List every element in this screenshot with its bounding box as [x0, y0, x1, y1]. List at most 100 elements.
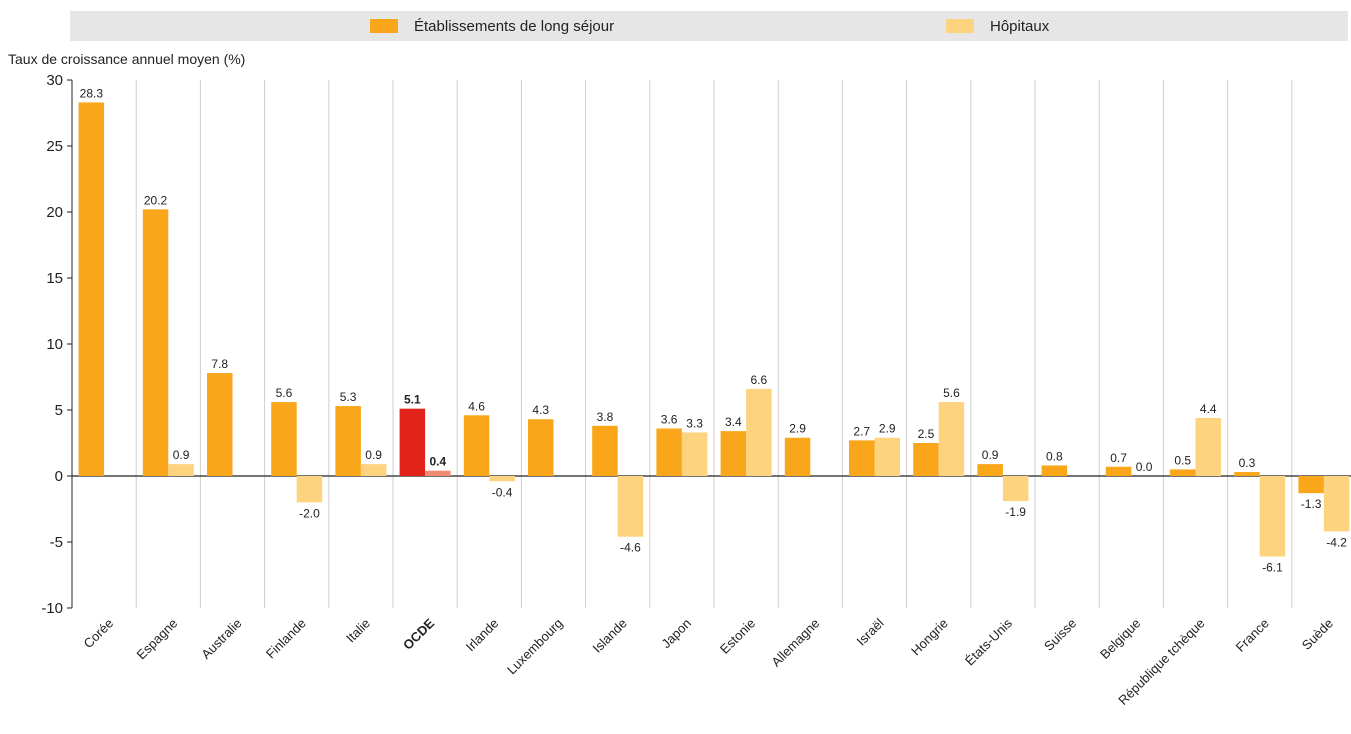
data-label-long-stay-7: 4.6 — [468, 399, 485, 413]
category-label-15: États-Unis — [962, 615, 1015, 668]
data-label-long-stay-2: 20.2 — [144, 193, 168, 207]
data-label-hospitals-19: -6.1 — [1262, 561, 1283, 575]
data-label-hospitals-18: 4.4 — [1200, 402, 1217, 416]
bar-long-stay-12 — [784, 437, 811, 476]
data-label-long-stay-12: 2.9 — [789, 422, 806, 436]
bar-long-stay-15 — [977, 464, 1003, 476]
data-label-hospitals-17: 0.0 — [1136, 460, 1153, 474]
legend-label-hospitals: Hôpitaux — [990, 17, 1050, 35]
bar-hospitals-4 — [296, 476, 323, 503]
y-tick-label: -10 — [41, 600, 63, 617]
category-label-8: Luxembourg — [504, 616, 566, 678]
bar-hospitals-6 — [425, 470, 451, 476]
bar-hospitals-14 — [938, 402, 965, 476]
category-label-3: Australie — [198, 616, 244, 662]
data-labels: 28.3 20.2 0.9 7.8 5.6 -2.0 5.3 0.9 5.1 0.4 4.6 -0.4… — [80, 86, 1348, 574]
data-label-long-stay-10: 3.6 — [661, 412, 678, 426]
data-label-long-stay-9: 3.8 — [597, 410, 614, 424]
bar-long-stay-11 — [720, 431, 747, 476]
bar-long-stay-1 — [78, 102, 105, 476]
y-tick-label: 10 — [46, 336, 63, 353]
category-label-19: France — [1233, 616, 1272, 655]
bar-long-stay-20 — [1298, 476, 1324, 494]
category-label-2: Espagne — [134, 616, 181, 663]
legend-swatch-hospitals — [946, 19, 974, 33]
bar-hospitals-20 — [1323, 476, 1350, 532]
bar-hospitals-15 — [1002, 476, 1029, 502]
data-label-hospitals-5: 0.9 — [365, 448, 382, 462]
axes: -10 -5 0 5 10 15 20 25 30 — [41, 72, 1351, 617]
category-label-4: Finlande — [263, 616, 309, 662]
data-label-long-stay-16: 0.8 — [1046, 449, 1063, 463]
data-label-hospitals-2: 0.9 — [173, 448, 190, 462]
category-label-6: OCDE — [400, 615, 437, 652]
data-label-hospitals-4: -2.0 — [299, 506, 320, 520]
category-label-5: Italie — [343, 616, 373, 646]
bar-hospitals-19 — [1259, 476, 1286, 557]
category-label-17: Belgique — [1097, 616, 1143, 662]
y-tick-label: 20 — [46, 204, 63, 221]
category-label-14: Hongrie — [908, 616, 951, 659]
category-label-12: Allemagne — [768, 616, 822, 670]
data-label-long-stay-5: 5.3 — [340, 390, 357, 404]
data-label-long-stay-18: 0.5 — [1174, 453, 1191, 467]
legend-label-long-stay: Établissements de long séjour — [414, 17, 615, 35]
category-label-10: Japon — [658, 616, 694, 652]
bar-long-stay-6 — [399, 408, 426, 476]
bar-hospitals-11 — [746, 388, 772, 476]
bar-long-stay-7 — [463, 415, 490, 476]
data-label-hospitals-11: 6.6 — [751, 373, 768, 387]
y-tick-label: 15 — [46, 270, 63, 287]
data-label-hospitals-20: -4.2 — [1326, 535, 1347, 549]
bar-long-stay-3 — [207, 373, 233, 476]
data-label-hospitals-7: -0.4 — [492, 485, 513, 499]
bar-long-stay-19 — [1234, 472, 1260, 476]
data-label-long-stay-13: 2.7 — [853, 424, 870, 438]
bar-long-stay-13 — [849, 440, 875, 476]
legend-item-hospitals: Hôpitaux — [946, 11, 1049, 41]
data-label-long-stay-15: 0.9 — [982, 448, 999, 462]
y-tick-label: 0 — [55, 468, 63, 485]
data-label-long-stay-14: 2.5 — [918, 427, 935, 441]
y-tick-label: 30 — [46, 72, 63, 89]
bar-long-stay-17 — [1105, 466, 1132, 476]
legend: Établissements de long séjour Hôpitaux — [70, 11, 1348, 41]
y-tick-label: 25 — [46, 138, 63, 155]
data-label-long-stay-19: 0.3 — [1239, 456, 1256, 470]
category-label-9: Islande — [590, 616, 630, 656]
bar-hospitals-13 — [874, 437, 900, 476]
bar-long-stay-9 — [592, 425, 618, 476]
bar-long-stay-18 — [1170, 469, 1196, 476]
bar-hospitals-9 — [617, 476, 644, 537]
bar-long-stay-4 — [271, 402, 297, 476]
bar-hospitals-18 — [1195, 417, 1221, 476]
bars — [78, 102, 1350, 557]
y-tick-label: 5 — [55, 402, 63, 419]
category-label-1: Corée — [81, 616, 117, 652]
bar-long-stay-8 — [528, 419, 554, 476]
bar-long-stay-5 — [335, 406, 361, 476]
data-label-long-stay-6: 5.1 — [404, 393, 421, 407]
data-label-hospitals-6: 0.4 — [430, 455, 447, 469]
category-label-20: Suède — [1299, 616, 1336, 653]
bar-hospitals-2 — [168, 464, 194, 476]
data-label-long-stay-20: -1.3 — [1301, 497, 1322, 511]
data-label-long-stay-8: 4.3 — [532, 403, 549, 417]
bar-long-stay-16 — [1041, 465, 1068, 476]
legend-swatch-long-stay — [370, 19, 398, 33]
data-label-hospitals-15: -1.9 — [1005, 505, 1026, 519]
bar-long-stay-14 — [913, 443, 939, 476]
data-label-hospitals-13: 2.9 — [879, 422, 896, 436]
category-label-16: Suisse — [1041, 616, 1079, 654]
data-label-long-stay-17: 0.7 — [1110, 451, 1127, 465]
bar-hospitals-10 — [681, 432, 708, 476]
legend-item-long-stay: Établissements de long séjour — [370, 11, 614, 41]
bar-hospitals-7 — [489, 476, 515, 482]
bar-hospitals-5 — [360, 464, 387, 476]
data-label-long-stay-4: 5.6 — [276, 386, 293, 400]
y-tick-label: -5 — [50, 534, 63, 551]
data-label-long-stay-1: 28.3 — [80, 86, 104, 100]
category-labels: Corée Espagne Australie Finlande Italie OCDE I… — [81, 615, 1336, 708]
y-axis-title: Taux de croissance annuel moyen (%) — [8, 51, 245, 67]
